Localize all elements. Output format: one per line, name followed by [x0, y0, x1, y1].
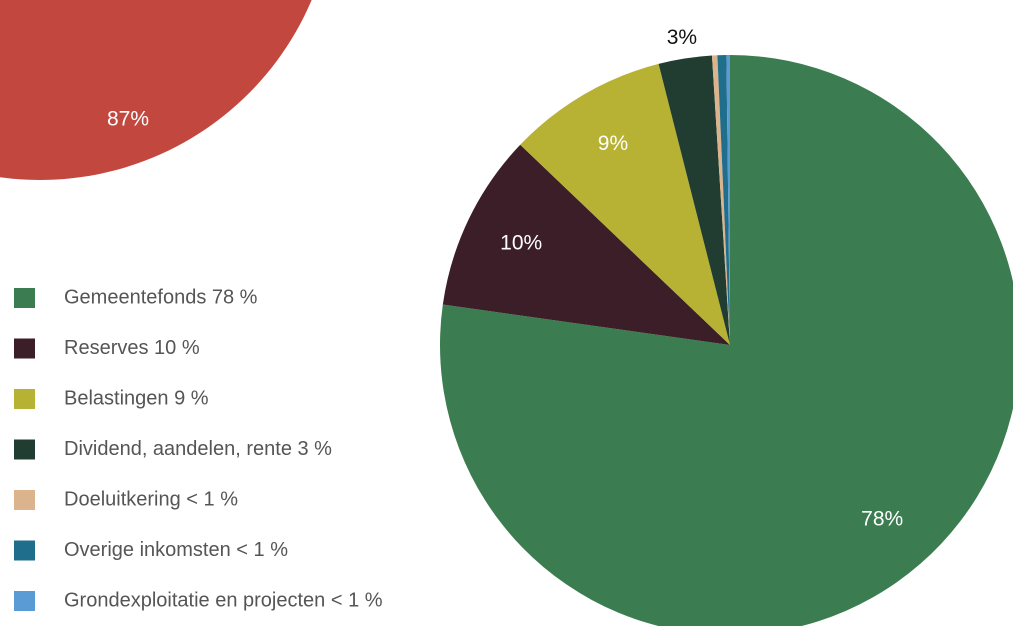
legend-label: Belastingen 9 %	[64, 387, 209, 409]
pie-slice	[658, 55, 730, 346]
data-label: 78%	[861, 508, 903, 531]
legend-swatch	[14, 288, 35, 308]
data-label: 10%	[500, 231, 542, 254]
pie-slice	[520, 63, 730, 346]
pie-slice	[442, 144, 730, 345]
legend-swatch	[14, 591, 35, 611]
legend-label: Gemeentefonds 78 %	[64, 286, 258, 308]
pie-slice	[717, 55, 730, 345]
legend: Gemeentefonds 78 % Reserves 10 % Belasting…	[14, 286, 383, 611]
pie-slice	[711, 55, 730, 345]
legend-label: Overige inkomsten < 1 %	[64, 539, 288, 561]
data-label: 87%	[107, 108, 149, 131]
legend-label: Doeluitkering < 1 %	[64, 488, 238, 510]
legend-label: Grondexploitatie en projecten < 1 %	[64, 589, 383, 611]
legend-swatch	[14, 540, 35, 561]
data-label: 3%	[667, 26, 697, 49]
pie-slice	[726, 55, 730, 345]
data-label: 9%	[598, 132, 628, 155]
legend-swatch	[14, 389, 35, 409]
pie-slice	[0, 0, 312, 180]
legend-label: Reserves 10 %	[64, 337, 200, 359]
legend-swatch	[14, 490, 35, 510]
legend-label: Dividend, aandelen, rente 3 %	[64, 438, 332, 460]
legend-swatch	[14, 338, 35, 359]
pie-slice	[440, 55, 1013, 626]
legend-swatch	[14, 439, 35, 460]
